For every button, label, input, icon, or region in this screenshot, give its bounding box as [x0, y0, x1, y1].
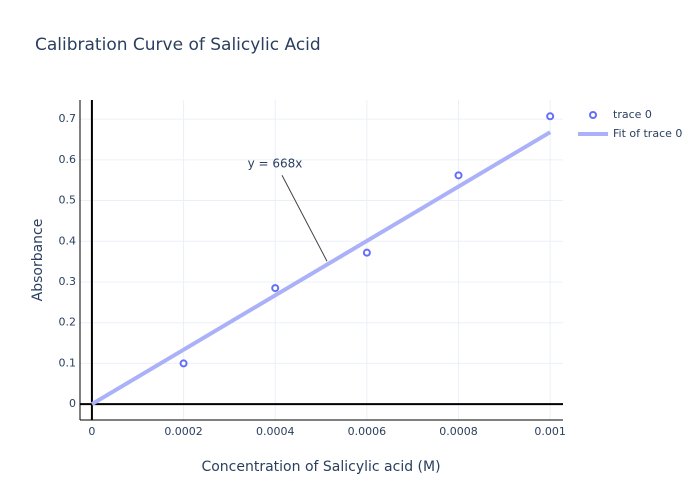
legend-label: Fit of trace 0 — [613, 127, 682, 140]
x-tick-label: 0.001 — [534, 425, 566, 438]
y-tick-label: 0.1 — [59, 356, 77, 369]
chart-title: Calibration Curve of Salicylic Acid — [35, 35, 321, 55]
x-tick-label: 0.0004 — [256, 425, 295, 438]
data-point — [546, 112, 555, 121]
x-tick-label: 0.0008 — [439, 425, 478, 438]
legend-marker — [589, 111, 597, 119]
annotation-text: y = 668x — [248, 157, 303, 171]
data-point — [271, 284, 280, 293]
x-tick-label: 0 — [88, 425, 95, 438]
y-tick-label: 0.5 — [59, 194, 77, 207]
data-point — [362, 248, 371, 257]
x-axis-title: Concentration of Salicylic acid (M) — [201, 459, 440, 475]
y-tick-label: 0.7 — [59, 112, 77, 125]
y-axis-title: Absorbance — [30, 219, 46, 302]
x-tick-label: 0.0002 — [164, 425, 203, 438]
legend-label: trace 0 — [613, 108, 652, 121]
y-tick-label: 0.6 — [59, 153, 77, 166]
y-tick-label: 0.3 — [59, 275, 77, 288]
y-tick-label: 0 — [69, 397, 76, 410]
y-tick-label: 0.4 — [59, 234, 77, 247]
data-point — [454, 171, 463, 180]
fit-line — [90, 130, 552, 406]
annotation-arrow — [281, 174, 328, 262]
data-point — [179, 359, 188, 368]
y-tick-label: 0.2 — [59, 316, 77, 329]
x-tick-label: 0.0006 — [348, 425, 387, 438]
